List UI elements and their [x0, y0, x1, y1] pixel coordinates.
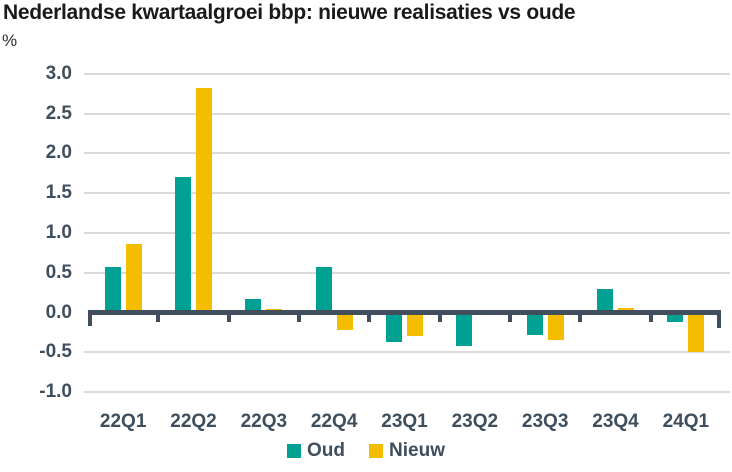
- gridline-1.0: [84, 231, 730, 234]
- y-tick-label-1.0: 1.0: [45, 221, 72, 243]
- bar-oud-22q3: [245, 298, 262, 314]
- y-tick-label-0.5: 0.5: [45, 261, 72, 283]
- x-tick-label-23q4: 23Q4: [592, 411, 639, 432]
- bar-oud-23q3: [526, 311, 543, 335]
- gridline--1.0: [84, 391, 730, 394]
- y-tick-label-2.5: 2.5: [45, 102, 72, 124]
- gridline-2.0: [84, 152, 730, 155]
- y-tick-label--1.0: -1.0: [39, 381, 72, 403]
- bar-nieuw-24q1: [688, 311, 705, 353]
- x-axis-tick-6: [508, 310, 512, 322]
- x-axis-tick-7: [578, 310, 583, 322]
- y-tick-label-2.0: 2.0: [45, 142, 72, 164]
- x-axis-left-cap: [88, 310, 92, 326]
- x-axis-line: [88, 310, 721, 315]
- x-tick-label-22q4: 22Q4: [310, 411, 358, 432]
- x-axis-tick-5: [437, 310, 442, 322]
- y-tick-label-0.0: 0.0: [45, 301, 72, 323]
- x-tick-label-22q3: 22Q3: [240, 411, 288, 432]
- bar-oud-22q2: [175, 177, 191, 314]
- bar-oud-23q2: [456, 311, 473, 346]
- bar-oud-23q4: [597, 289, 613, 314]
- x-axis-tick-1: [156, 310, 161, 322]
- y-tick-label--0.5: -0.5: [39, 341, 72, 363]
- y-tick-label-3.0: 3.0: [45, 62, 72, 84]
- x-tick-label-23q1: 23Q1: [381, 411, 428, 432]
- bar-oud-22q1: [104, 267, 121, 314]
- x-tick-label-22q1: 22Q1: [99, 411, 147, 432]
- legend: Oud Nieuw: [0, 440, 732, 462]
- bar-nieuw-22q4: [336, 311, 353, 330]
- bar-nieuw-22q2: [196, 88, 212, 314]
- legend-item-oud: Oud: [287, 440, 345, 462]
- legend-swatch-nieuw: [369, 444, 384, 458]
- x-axis-tick-4: [367, 310, 372, 322]
- x-axis-tick-3: [297, 310, 301, 322]
- gridline-2.5: [84, 112, 730, 115]
- bar-nieuw-23q3: [547, 311, 564, 341]
- legend-label-oud: Oud: [307, 440, 346, 461]
- x-axis-tick-2: [226, 310, 231, 322]
- legend-label-nieuw: Nieuw: [389, 440, 445, 461]
- x-tick-label-24q1: 24Q1: [662, 411, 710, 432]
- x-axis-right-cap: [717, 310, 721, 328]
- bar-oud-22q4: [315, 267, 332, 314]
- bar-oud-23q1: [386, 311, 402, 342]
- gridline-0.5: [84, 271, 730, 274]
- bar-oud-24q1: [667, 311, 684, 323]
- y-axis-unit-label: %: [2, 31, 18, 50]
- gridline-3.0: [84, 72, 730, 75]
- x-tick-label-23q3: 23Q3: [521, 411, 569, 432]
- chart-title: Nederlandse kwartaalgroei bbp: nieuwe re…: [3, 1, 576, 24]
- x-tick-label-23q2: 23Q2: [451, 411, 499, 432]
- y-tick-label-1.5: 1.5: [45, 182, 72, 204]
- bar-nieuw-22q1: [125, 244, 142, 314]
- x-axis-tick-8: [648, 310, 653, 322]
- gridline--0.5: [84, 351, 730, 354]
- bar-nieuw-23q1: [407, 311, 423, 336]
- x-tick-label-22q2: 22Q2: [170, 411, 217, 432]
- gridline-1.5: [84, 192, 730, 195]
- legend-item-nieuw: Nieuw: [369, 440, 445, 462]
- legend-swatch-oud: [287, 444, 302, 458]
